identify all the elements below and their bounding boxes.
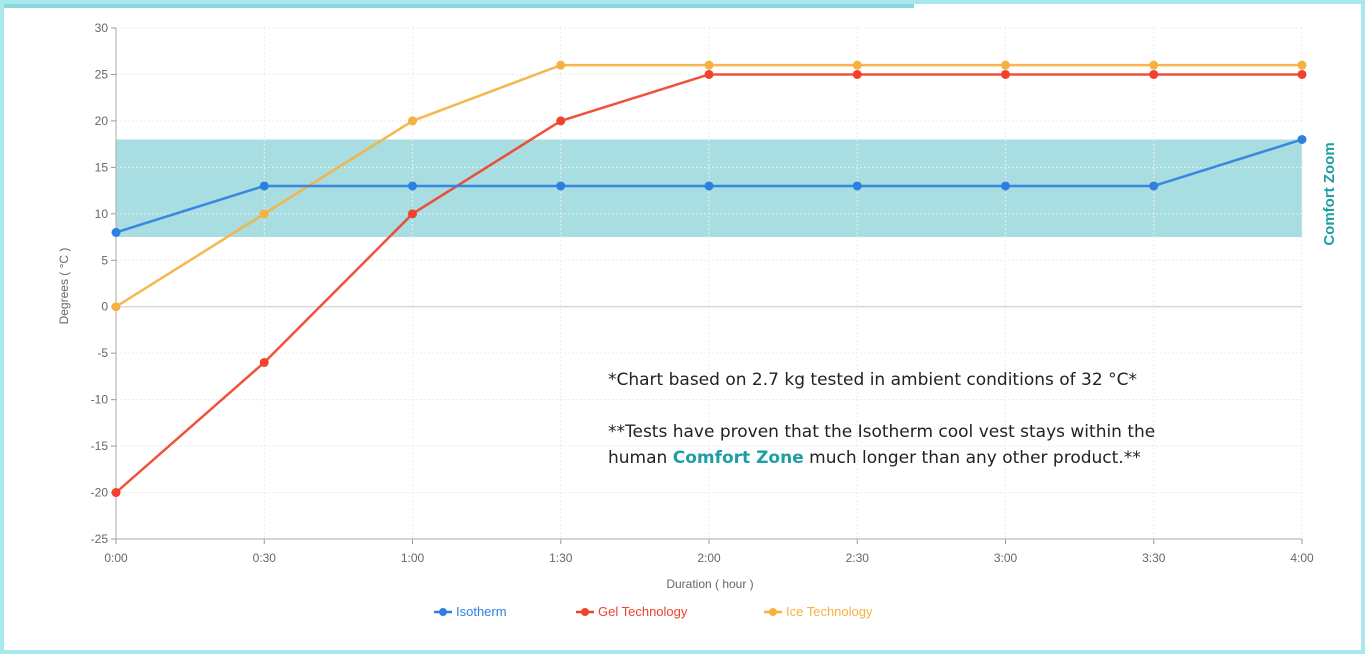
chart-note-2: **Tests have proven that the Isotherm co… — [608, 419, 1208, 471]
legend-label-gel-technology: Gel Technology — [598, 604, 688, 619]
legend-label-ice-technology: Ice Technology — [786, 604, 873, 619]
legend-swatch-ice-technology — [769, 608, 777, 616]
chart-frame: 30 25 20 15 10 5 0 -5 -10 -15 -20 -25 0:00 0:30 1:00 1:… — [4, 4, 1361, 650]
data-point-gel-technology — [556, 116, 566, 126]
y-tick-label: 0 — [101, 300, 108, 314]
data-point-gel-technology — [1149, 69, 1159, 79]
data-point-isotherm — [408, 181, 417, 191]
data-point-isotherm — [1297, 134, 1307, 144]
x-tick-label: 1:30 — [549, 551, 573, 565]
x-tick-label: 0:00 — [104, 551, 128, 565]
y-tick-label: -20 — [91, 486, 109, 500]
data-point-ice-technology — [408, 116, 417, 126]
data-point-gel-technology — [111, 488, 121, 498]
x-tick-label: 1:00 — [401, 551, 425, 565]
data-point-gel-technology — [852, 69, 862, 79]
data-point-ice-technology — [556, 60, 566, 70]
legend-swatch-gel-technology — [581, 608, 589, 616]
y-tick-label: 5 — [101, 253, 108, 267]
data-point-isotherm — [852, 181, 862, 191]
data-point-ice-technology — [1001, 60, 1010, 70]
data-point-gel-technology — [408, 209, 417, 219]
y-tick-label: 25 — [95, 67, 109, 81]
line-chart: 30 25 20 15 10 5 0 -5 -10 -15 -20 -25 0:00 0:30 1:00 1:… — [57, 21, 1338, 619]
y-axis-title: Degrees ( °C ) — [57, 248, 71, 325]
comfort-zone-highlight: Comfort Zone — [672, 448, 804, 468]
data-point-gel-technology — [1297, 69, 1307, 79]
x-tick-label: 2:30 — [846, 551, 870, 565]
top-accent-strip — [4, 4, 914, 8]
x-tick-label: 2:00 — [697, 551, 721, 565]
x-axis-title: Duration ( hour ) — [666, 577, 753, 591]
data-point-isotherm — [111, 227, 121, 237]
data-point-gel-technology — [259, 357, 269, 367]
data-point-gel-technology — [704, 69, 714, 79]
data-point-ice-technology — [704, 60, 714, 70]
data-point-isotherm — [1149, 181, 1159, 191]
data-point-isotherm — [556, 181, 566, 191]
y-tick-label: 30 — [95, 21, 109, 35]
x-tick-label: 3:00 — [994, 551, 1018, 565]
data-point-isotherm — [704, 181, 714, 191]
y-tick-label: -25 — [91, 532, 109, 546]
x-tick-label: 3:30 — [1142, 551, 1166, 565]
data-point-isotherm — [1001, 181, 1010, 191]
y-tick-label: -5 — [97, 346, 108, 360]
y-tick-label: 20 — [95, 114, 109, 128]
x-tick-label: 0:30 — [253, 551, 277, 565]
data-point-ice-technology — [1297, 60, 1307, 70]
data-point-isotherm — [259, 181, 269, 191]
chart-note-2-text: **Tests have proven that the Isotherm co… — [608, 422, 1156, 468]
chart-note-2-tail: much longer than any other product.** — [803, 448, 1141, 468]
legend-label-isotherm: Isotherm — [456, 604, 507, 619]
y-tick-label: 10 — [95, 207, 109, 221]
data-point-ice-technology — [852, 60, 862, 70]
y-tick-label: 15 — [95, 160, 109, 174]
data-point-ice-technology — [259, 209, 269, 219]
y-tick-label: -15 — [91, 439, 109, 453]
comfort-zone-label: Comfort Zoom — [1321, 142, 1338, 245]
chart-note-1: *Chart based on 2.7 kg tested in ambient… — [608, 370, 1137, 390]
y-tick-label: -10 — [91, 393, 109, 407]
legend-swatch-isotherm — [439, 608, 447, 616]
data-point-ice-technology — [1149, 60, 1159, 70]
data-point-ice-technology — [111, 302, 121, 312]
data-point-gel-technology — [1001, 69, 1010, 79]
x-tick-label: 4:00 — [1290, 551, 1314, 565]
